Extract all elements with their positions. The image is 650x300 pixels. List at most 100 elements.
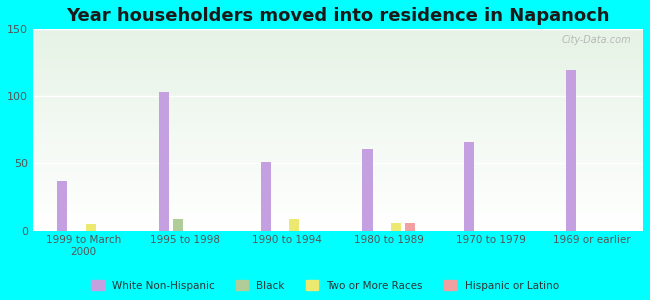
Bar: [32, 44, 643, 46]
Bar: [32, 207, 643, 209]
Bar: [32, 222, 643, 224]
Bar: [32, 217, 643, 219]
Bar: [32, 122, 643, 123]
Bar: [32, 50, 643, 51]
Bar: [32, 43, 643, 44]
Bar: [32, 46, 643, 48]
Bar: [32, 211, 643, 212]
Bar: [32, 226, 643, 227]
Bar: [32, 184, 643, 185]
Bar: [32, 86, 643, 88]
Bar: [32, 212, 643, 214]
Bar: [32, 92, 643, 93]
Bar: [32, 164, 643, 165]
Bar: [32, 135, 643, 136]
Bar: [32, 63, 643, 64]
Bar: [32, 157, 643, 158]
Bar: [32, 100, 643, 101]
Bar: [32, 31, 643, 33]
Bar: [32, 85, 643, 86]
Bar: [32, 153, 643, 155]
Bar: [32, 158, 643, 160]
Bar: [32, 177, 643, 178]
Bar: [32, 81, 643, 83]
Bar: [32, 136, 643, 138]
Bar: [32, 145, 643, 147]
Bar: [32, 204, 643, 206]
Bar: [32, 33, 643, 34]
Bar: [32, 143, 643, 145]
Bar: [32, 192, 643, 194]
Bar: [32, 138, 643, 140]
Bar: [32, 105, 643, 106]
Bar: [32, 190, 643, 192]
Bar: [32, 169, 643, 170]
Bar: [32, 29, 643, 31]
Bar: [32, 180, 643, 182]
Bar: [32, 70, 643, 71]
Bar: [32, 68, 643, 70]
Bar: [32, 118, 643, 120]
Bar: [32, 189, 643, 190]
Bar: [32, 110, 643, 112]
Bar: [32, 54, 643, 56]
Bar: [86, 224, 96, 231]
Bar: [32, 185, 643, 187]
Bar: [32, 96, 643, 98]
Bar: [32, 209, 643, 211]
Bar: [32, 187, 643, 189]
Bar: [32, 116, 643, 118]
Bar: [32, 80, 643, 81]
Bar: [32, 75, 643, 76]
Bar: [32, 182, 643, 184]
Bar: [32, 148, 643, 150]
Bar: [32, 150, 643, 152]
Bar: [32, 214, 643, 215]
Bar: [32, 128, 643, 130]
Bar: [32, 48, 643, 50]
Bar: [159, 92, 169, 231]
Bar: [32, 51, 643, 53]
Bar: [57, 181, 68, 231]
Bar: [566, 70, 576, 231]
Bar: [32, 76, 643, 78]
Bar: [32, 56, 643, 58]
Bar: [32, 66, 643, 68]
Bar: [32, 162, 643, 164]
Bar: [32, 88, 643, 90]
Bar: [32, 61, 643, 63]
Bar: [32, 103, 643, 105]
Bar: [32, 147, 643, 148]
Bar: [391, 223, 401, 231]
Bar: [261, 162, 271, 231]
Bar: [32, 41, 643, 43]
Bar: [32, 58, 643, 59]
Bar: [32, 215, 643, 217]
Bar: [405, 223, 415, 231]
Bar: [32, 220, 643, 222]
Bar: [32, 194, 643, 195]
Bar: [32, 178, 643, 180]
Bar: [32, 95, 643, 96]
Bar: [32, 200, 643, 202]
Bar: [32, 112, 643, 113]
Bar: [289, 218, 299, 231]
Bar: [32, 229, 643, 231]
Bar: [32, 39, 643, 41]
Bar: [32, 98, 643, 100]
Bar: [32, 152, 643, 153]
Bar: [32, 219, 643, 220]
Bar: [32, 160, 643, 162]
Bar: [32, 59, 643, 61]
Legend: White Non-Hispanic, Black, Two or More Races, Hispanic or Latino: White Non-Hispanic, Black, Two or More R…: [87, 276, 563, 295]
Bar: [32, 78, 643, 80]
Bar: [32, 199, 643, 200]
Bar: [32, 125, 643, 127]
Bar: [32, 106, 643, 108]
Bar: [32, 90, 643, 92]
Text: City-Data.com: City-Data.com: [561, 35, 631, 45]
Bar: [32, 71, 643, 73]
Bar: [32, 34, 643, 36]
Bar: [32, 132, 643, 133]
Bar: [32, 130, 643, 132]
